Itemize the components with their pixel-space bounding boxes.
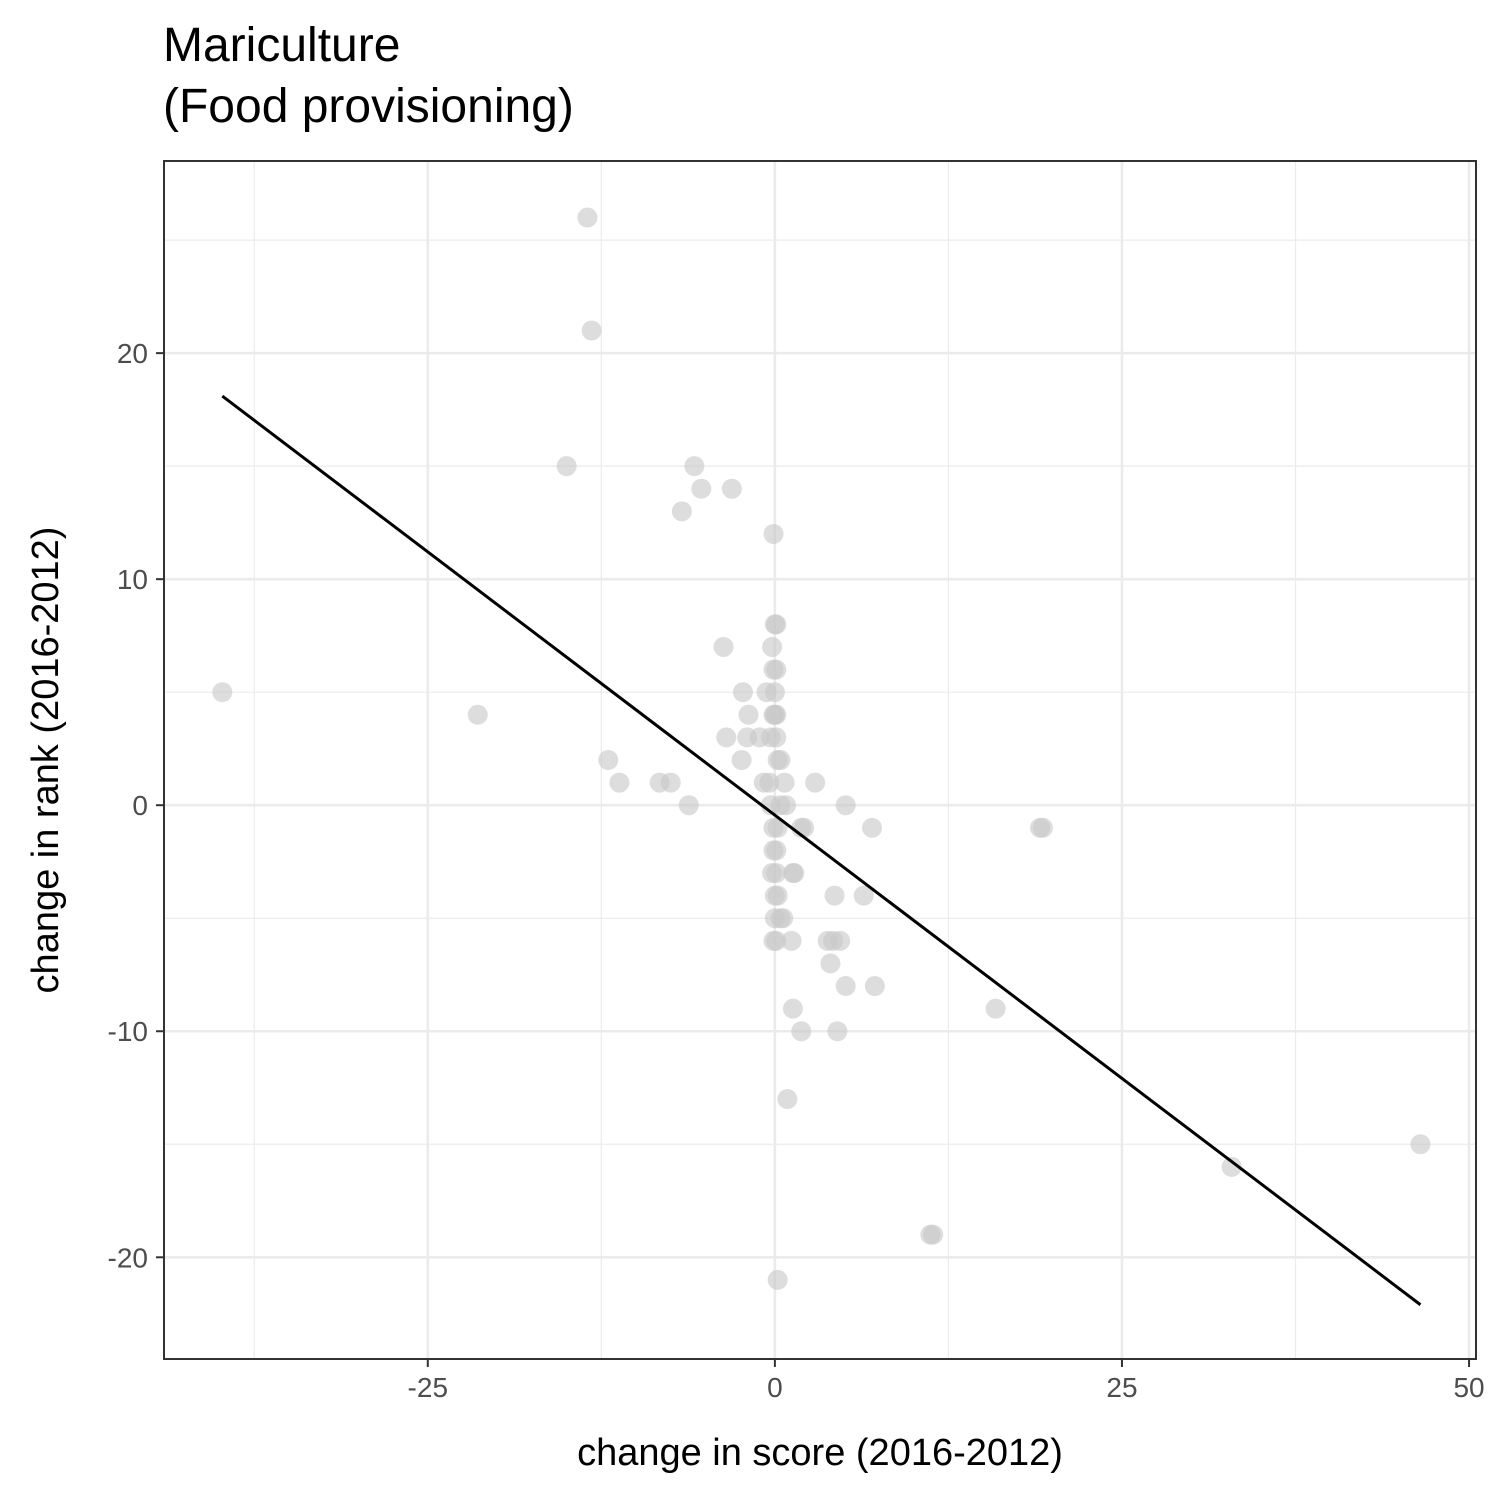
data-point	[774, 772, 795, 793]
data-point	[684, 456, 705, 477]
data-point	[759, 772, 780, 793]
grid-minor	[164, 161, 1476, 1359]
data-point	[824, 885, 845, 906]
data-point	[212, 682, 233, 703]
chart-subtitle: (Food provisioning)	[163, 80, 574, 133]
y-tick-label: -10	[108, 1016, 148, 1047]
data-point	[764, 682, 785, 703]
plot-border	[163, 160, 1477, 1360]
data-point	[766, 704, 787, 725]
x-tick-label: -25	[408, 1372, 448, 1403]
data-point	[862, 817, 883, 838]
data-point	[782, 998, 803, 1019]
data-point	[766, 727, 787, 748]
data-points	[212, 207, 1431, 1290]
y-tick-label: 0	[132, 790, 148, 821]
data-point	[763, 523, 784, 544]
data-point	[775, 795, 796, 816]
plot-background	[164, 161, 1476, 1359]
data-point	[766, 614, 787, 635]
data-point	[738, 704, 759, 725]
y-axis: -20 -10 0 10 20	[108, 338, 164, 1273]
data-point	[766, 863, 787, 884]
y-axis-title: change in rank (2016-2012)	[25, 527, 67, 994]
data-point	[784, 863, 805, 884]
data-point	[1221, 1156, 1242, 1177]
data-point	[923, 1224, 944, 1245]
data-point	[581, 320, 602, 341]
data-point	[732, 682, 753, 703]
data-point	[794, 817, 815, 838]
data-point	[762, 636, 783, 657]
data-point	[671, 501, 692, 522]
data-point	[805, 772, 826, 793]
data-point	[678, 795, 699, 816]
y-tick-label: 20	[117, 338, 148, 369]
data-point	[781, 930, 802, 951]
data-point	[766, 659, 787, 680]
data-point	[721, 478, 742, 499]
y-tick-label: -20	[108, 1242, 148, 1273]
data-point	[853, 885, 874, 906]
data-point	[767, 885, 788, 906]
x-axis: -25 0 25 50	[408, 1359, 1485, 1403]
data-point	[835, 795, 856, 816]
data-point	[467, 704, 488, 725]
data-point	[713, 636, 734, 657]
data-point	[864, 976, 885, 997]
data-point	[830, 930, 851, 951]
data-point	[598, 750, 619, 770]
data-point	[791, 1021, 812, 1042]
data-point	[773, 908, 794, 929]
data-point	[827, 1021, 848, 1042]
chart-title: Mariculture	[163, 19, 401, 72]
trend-line	[221, 394, 1422, 1306]
data-point	[1032, 817, 1053, 838]
data-point	[577, 207, 598, 228]
data-point	[767, 1269, 788, 1290]
data-point	[660, 772, 681, 793]
data-point	[716, 727, 737, 748]
data-point	[835, 976, 856, 997]
y-tick-label: 10	[117, 564, 148, 595]
data-point	[766, 840, 787, 861]
x-tick-label: 50	[1453, 1372, 1484, 1403]
data-point	[556, 456, 577, 477]
data-point	[731, 750, 752, 770]
x-tick-label: 0	[767, 1372, 783, 1403]
data-point	[770, 750, 791, 770]
data-point	[777, 1089, 798, 1110]
data-point	[1410, 1134, 1431, 1155]
data-point	[985, 998, 1006, 1019]
data-point	[766, 930, 787, 951]
data-point	[609, 772, 630, 793]
data-point	[691, 478, 712, 499]
x-tick-label: 25	[1106, 1372, 1137, 1403]
x-axis-title: change in score (2016-2012)	[577, 1432, 1063, 1474]
data-point	[820, 953, 841, 974]
